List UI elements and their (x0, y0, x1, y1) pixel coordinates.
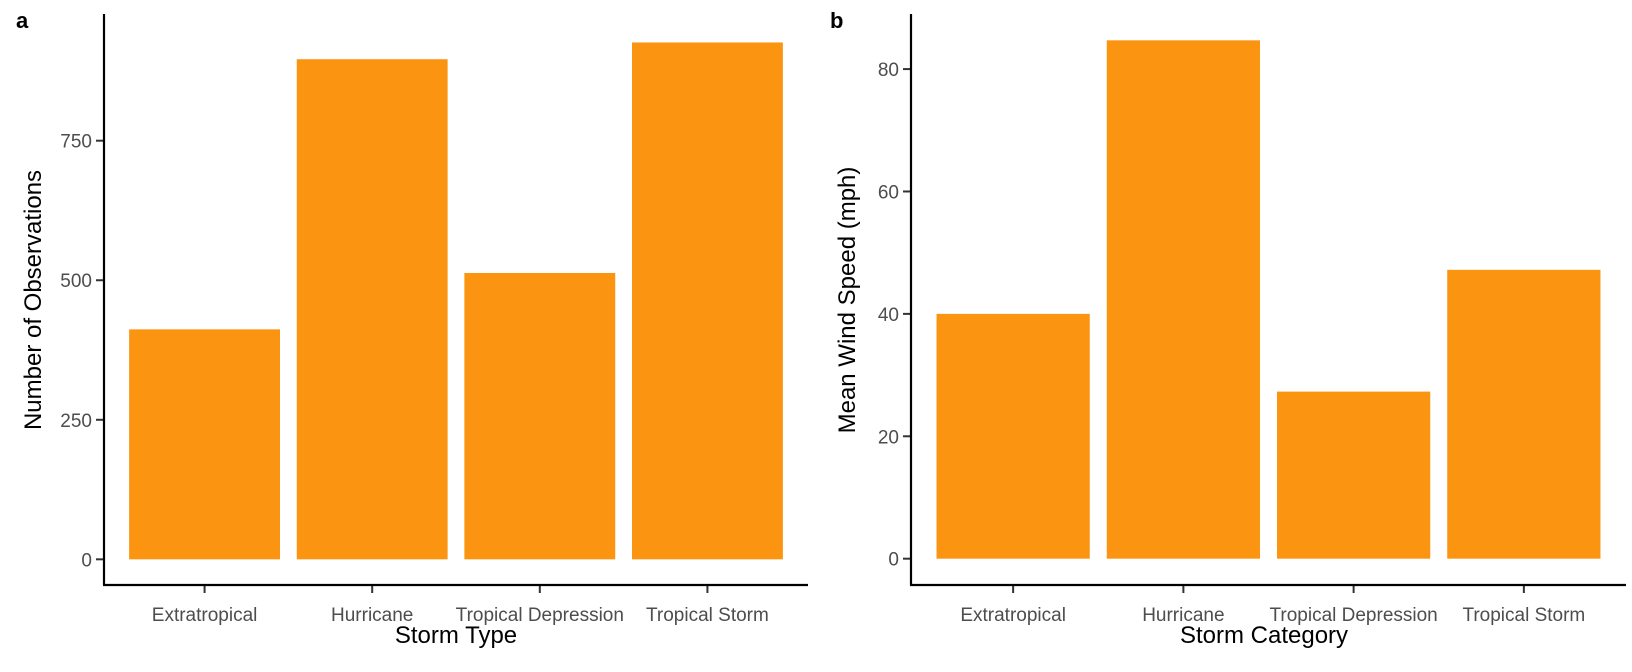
panel-a-x-tick-label: Tropical Depression (456, 605, 624, 626)
panel-b-bar-tropical-storm (1447, 269, 1601, 559)
panel-a-x-tick-label: Extratropical (152, 605, 258, 626)
panel-b-y-axis-title: Mean Wind Speed (mph) (834, 167, 861, 434)
panel-b-y-tick-label: 40 (878, 305, 899, 326)
panel-a-label: a (16, 8, 29, 33)
panel-b-x-axis-title: Storm Category (1180, 622, 1348, 649)
panel-b-y-tick-label: 80 (878, 60, 899, 81)
panel-a-y-tick-label: 750 (60, 132, 92, 153)
panel-a-x-axis-title: Storm Type (395, 622, 517, 649)
panel-b-x-ticks: Extratropical Hurricane Tropical Depressio… (960, 585, 1585, 626)
panel-a-bars (129, 42, 783, 560)
panel-b-label: b (830, 8, 843, 33)
panel-a-y-tick-label: 250 (60, 411, 92, 432)
panel-a-bar-hurricane (296, 59, 448, 560)
panel-b-bar-tropical-depression (1277, 391, 1431, 559)
panel-a-bar-tropical-depression (464, 272, 616, 560)
panel-b-y-ticks: 0 20 40 60 80 (878, 60, 911, 571)
panel-b-y-tick-label: 0 (888, 550, 899, 571)
panel-b-y-tick-label: 20 (878, 427, 899, 448)
panel-b-bar-hurricane (1106, 40, 1260, 559)
panel-a-y-axis-title: Number of Observations (20, 170, 47, 430)
panel-a-x-ticks: Extratropical Hurricane Tropical Depressio… (152, 585, 769, 626)
panel-a: a 0 250 500 750 Extratropical Hurricane Tropi… (16, 8, 808, 649)
panel-b-x-tick-label: Tropical Storm (1462, 605, 1585, 626)
panel-a-x-tick-label: Hurricane (331, 605, 413, 626)
panel-a-bar-extratropical (129, 329, 280, 560)
panel-a-bar-tropical-storm (632, 42, 783, 560)
panel-b-bar-extratropical (936, 313, 1090, 559)
panel-b-x-tick-label: Extratropical (960, 605, 1066, 626)
panel-a-x-tick-label: Tropical Storm (646, 605, 769, 626)
panel-b-x-tick-label: Hurricane (1142, 605, 1224, 626)
panel-a-y-tick-label: 500 (60, 271, 92, 292)
panel-b-x-tick-label: Tropical Depression (1269, 605, 1437, 626)
panel-a-y-tick-label: 0 (81, 550, 92, 571)
panel-b-y-tick-label: 60 (878, 182, 899, 203)
panel-b: b 0 20 40 60 80 Extratropical Hurricane Tropic… (830, 8, 1626, 649)
panel-a-y-ticks: 0 250 500 750 (60, 132, 104, 571)
panel-b-bars (936, 40, 1601, 559)
